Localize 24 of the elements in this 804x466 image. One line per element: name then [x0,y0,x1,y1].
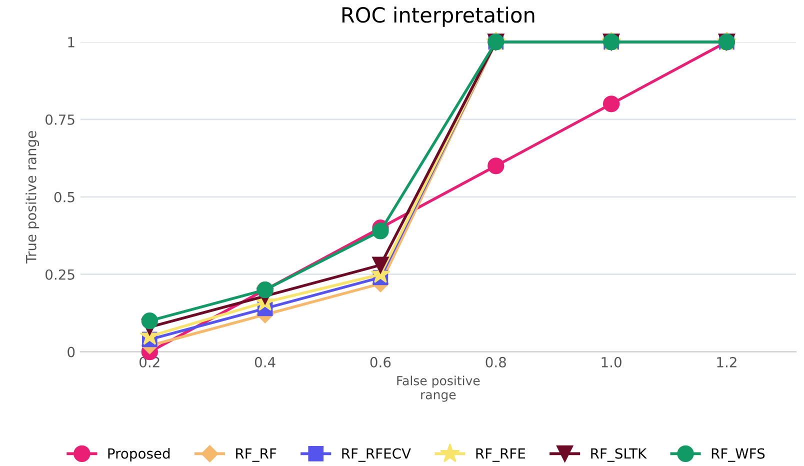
point [488,158,504,174]
y-axis-title: True positive range [26,131,40,264]
legend-label: RF_RF [236,448,276,462]
x-tick-label: 1.2 [717,356,736,368]
y-tick-label: 0.25 [46,269,74,280]
chart-title: ROC interpretation [342,6,534,27]
x-axis-title: False positive range [397,376,480,402]
x-tick-label: 1.0 [602,356,622,368]
x-tick-label: 0.6 [370,356,391,368]
legend-label: RF_SLTK [591,448,647,462]
x-tick-label: 0.8 [486,356,506,368]
point [372,256,389,274]
legend-label: RF_WFS [712,448,765,462]
y-tick-label: 1 [68,37,74,48]
point [372,222,389,240]
point [602,96,620,112]
y-tick-label: 0.5 [54,192,74,202]
point [141,312,158,330]
legend-label: RF_RFECV [342,448,411,462]
x-tick-label: 0.4 [254,356,276,368]
y-tick-label: 0 [68,346,75,358]
y-tick-label: 0.75 [46,114,74,125]
legend-label: RF_RFE [476,448,526,462]
legend-label: Proposed [108,448,170,462]
